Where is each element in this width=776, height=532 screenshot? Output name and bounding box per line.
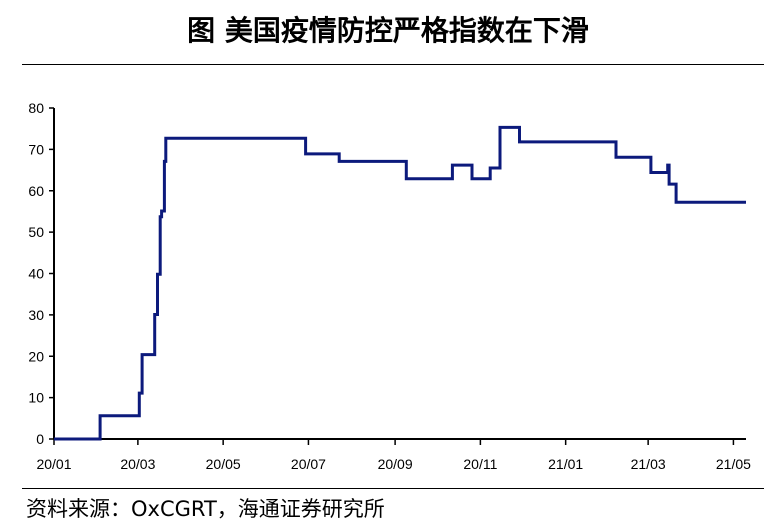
y-tick-label: 60	[28, 183, 44, 199]
x-tick-label: 20/11	[463, 456, 497, 472]
x-tick-label: 20/09	[378, 456, 413, 472]
chart-title: 图 美国疫情防控严格指数在下滑	[187, 14, 589, 47]
y-tick-label: 20	[28, 348, 44, 364]
series-line	[54, 125, 746, 441]
x-tick-label: 20/05	[206, 456, 241, 472]
x-tick-label: 20/03	[120, 456, 155, 472]
source-note: 资料来源：OxCGRT，海通证券研究所	[26, 497, 385, 521]
y-tick-label: 0	[36, 431, 44, 447]
y-tick-label: 80	[28, 100, 44, 116]
chart-ticks: 0 10 20 30 40 50 60 70 80 20/01 20/03 20/05 20/07 20/…	[28, 100, 751, 472]
chart-series	[54, 125, 746, 441]
x-tick-label: 21/03	[631, 456, 666, 472]
y-tick-label: 30	[28, 307, 44, 323]
y-tick-label: 40	[28, 266, 44, 282]
x-tick-label: 20/07	[291, 456, 326, 472]
y-tick-label: 70	[28, 141, 44, 157]
x-tick-label: 21/01	[548, 456, 583, 472]
y-tick-label: 50	[28, 224, 44, 240]
title-divider	[22, 64, 764, 65]
x-tick-label: 20/01	[36, 456, 71, 472]
source-divider	[22, 488, 764, 489]
x-tick-label: 21/05	[716, 456, 751, 472]
y-tick-label: 10	[28, 390, 44, 406]
